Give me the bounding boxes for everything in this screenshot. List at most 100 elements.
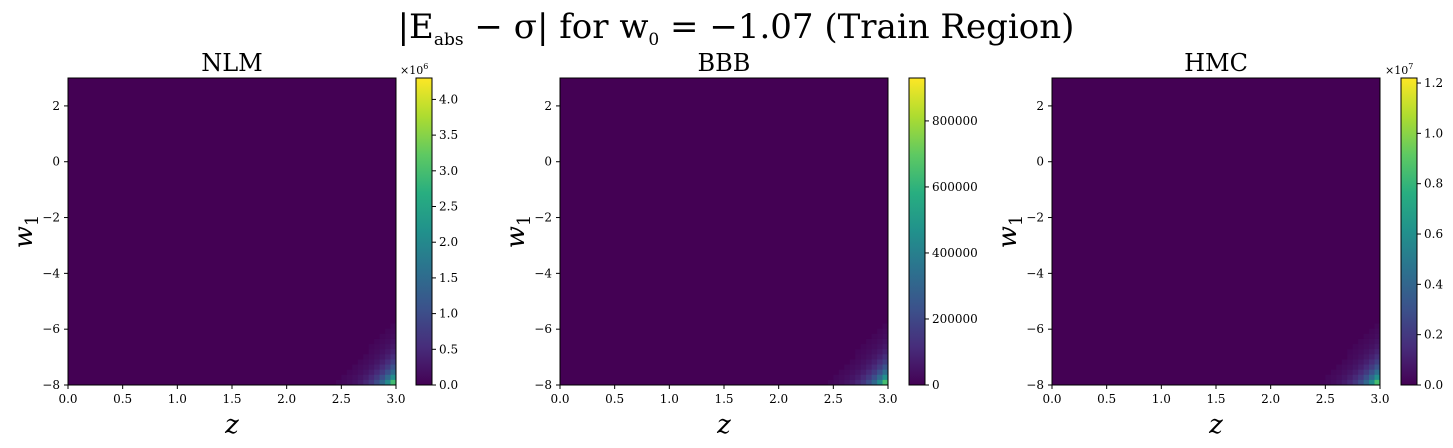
- heatmap-cell: [1363, 379, 1370, 386]
- heatmap-cell: [368, 369, 375, 376]
- heatmap-cell: [855, 359, 862, 365]
- heatmap-cell: [855, 349, 862, 355]
- heatmap-cell: [1363, 374, 1370, 381]
- colorbar-multiplier: ×107: [1385, 62, 1413, 77]
- heatmap-cell: [866, 344, 872, 350]
- heatmap-cell: [379, 344, 386, 350]
- heatmap-cell: [838, 374, 845, 381]
- heatmap-cell: [1352, 379, 1359, 386]
- panel-title: HMC: [1184, 49, 1248, 77]
- heatmap-cell: [374, 364, 380, 371]
- heatmap-cell: [860, 344, 867, 350]
- heatmap-cell: [1369, 369, 1375, 376]
- heatmap-cell: [385, 354, 391, 360]
- heatmap-cell: [849, 374, 856, 381]
- colorbar-tick-label: 0.0: [439, 378, 458, 392]
- heatmap-cell: [882, 349, 889, 355]
- heatmap-cell: [1330, 374, 1337, 381]
- heatmap-cell: [341, 374, 348, 381]
- heatmap-cell: [1336, 374, 1343, 381]
- heatmap-cell: [855, 369, 862, 376]
- heatmap-cell: [374, 374, 380, 381]
- y-tick-label: −8: [1026, 378, 1044, 392]
- heatmap-cell: [1330, 369, 1337, 376]
- heatmap-cell: [1358, 344, 1364, 350]
- colorbar-tick-label: 4.0: [439, 92, 458, 106]
- heatmap-cell: [385, 359, 391, 365]
- heatmap-cell: [1341, 374, 1348, 381]
- heatmap-cell: [379, 379, 386, 386]
- heatmap-cell: [877, 369, 883, 376]
- heatmap-cell: [390, 354, 397, 360]
- heatmap-cell: [1341, 379, 1348, 386]
- heatmap-cell: [390, 338, 397, 345]
- x-tick-label: 0.0: [1042, 392, 1061, 406]
- heatmap-cell: [1374, 354, 1381, 360]
- heatmap-cell: [1374, 369, 1381, 376]
- heatmap-cell: [1358, 359, 1364, 365]
- colorbar-tick-label: 2.5: [439, 200, 458, 214]
- heatmap-cell: [860, 354, 867, 360]
- heatmap-cell: [390, 359, 397, 365]
- heatmap-cell: [363, 359, 370, 365]
- heatmap-cell: [877, 354, 883, 360]
- heatmap-cell: [390, 349, 397, 355]
- heatmap-cell: [352, 374, 359, 381]
- heatmap-cell: [860, 349, 867, 355]
- heatmap-cell: [882, 323, 889, 330]
- colorbar-tick-label: 200000: [932, 312, 978, 326]
- colorbar-tick-label: 3.5: [439, 128, 458, 142]
- heatmap-cell: [871, 379, 878, 386]
- heatmap-cell: [1363, 354, 1370, 360]
- heatmap-cell: [1325, 374, 1332, 381]
- heatmap-cell: [849, 379, 856, 386]
- x-tick-label: 2.5: [824, 392, 843, 406]
- heatmap-cell: [1347, 364, 1354, 371]
- heatmap-cell: [838, 369, 845, 376]
- heatmap-cell: [1330, 379, 1337, 386]
- y-tick-label: −8: [534, 378, 552, 392]
- x-tick-label: 0.0: [58, 392, 77, 406]
- heatmap-cell: [877, 333, 883, 340]
- heatmap-cell: [849, 359, 856, 365]
- heatmap-cell: [385, 369, 391, 376]
- heatmap-cell: [1347, 374, 1354, 381]
- heatmap-cell: [363, 364, 370, 371]
- x-tick-label: 2.0: [769, 392, 788, 406]
- heatmap-cell: [866, 379, 872, 386]
- heatmap-cell: [882, 364, 889, 371]
- y-axis-label: w1: [993, 215, 1027, 249]
- x-tick-label: 0.5: [113, 392, 132, 406]
- heatmap-cell: [855, 374, 862, 381]
- heatmap-cell: [352, 369, 359, 376]
- heatmap-cell: [1363, 359, 1370, 365]
- heatmap-cell: [866, 354, 872, 360]
- heatmap-background: [560, 78, 888, 385]
- y-tick-label: 2: [1036, 99, 1044, 113]
- heatmap-cell: [385, 338, 391, 345]
- colorbar-tick-label: 1.5: [439, 271, 458, 285]
- y-tick-label: −6: [534, 322, 552, 336]
- colorbar-multiplier-base: ×10: [400, 64, 423, 77]
- x-axis-label: z: [716, 410, 731, 440]
- heatmap-cell: [1363, 364, 1370, 371]
- heatmap-cell: [871, 344, 878, 350]
- y-tick-label: −8: [42, 378, 60, 392]
- colorbar-tick-label: 0.0: [1424, 378, 1443, 392]
- heatmap-cell: [385, 344, 391, 350]
- heatmap-cell: [1374, 379, 1381, 386]
- heatmap-cell: [1374, 364, 1381, 371]
- heatmap-cell: [877, 344, 883, 350]
- heatmap-cell: [1347, 379, 1354, 386]
- heatmap-cell: [860, 379, 867, 386]
- heatmap-cell: [368, 349, 375, 355]
- heatmap-cell: [390, 364, 397, 371]
- heatmap-cell: [357, 379, 364, 386]
- heatmap-cell: [866, 369, 872, 376]
- heatmap-cell: [882, 374, 889, 381]
- colorbar-tick-label: 0.4: [1424, 277, 1443, 291]
- y-tick-label: −6: [42, 322, 60, 336]
- heatmap-cell: [1336, 364, 1343, 371]
- heatmap-cell: [335, 379, 342, 386]
